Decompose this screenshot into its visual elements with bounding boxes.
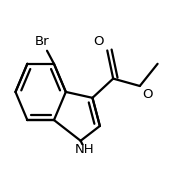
Text: O: O bbox=[93, 35, 104, 48]
Text: NH: NH bbox=[75, 143, 95, 156]
Text: O: O bbox=[142, 88, 153, 101]
Text: Br: Br bbox=[35, 35, 49, 48]
